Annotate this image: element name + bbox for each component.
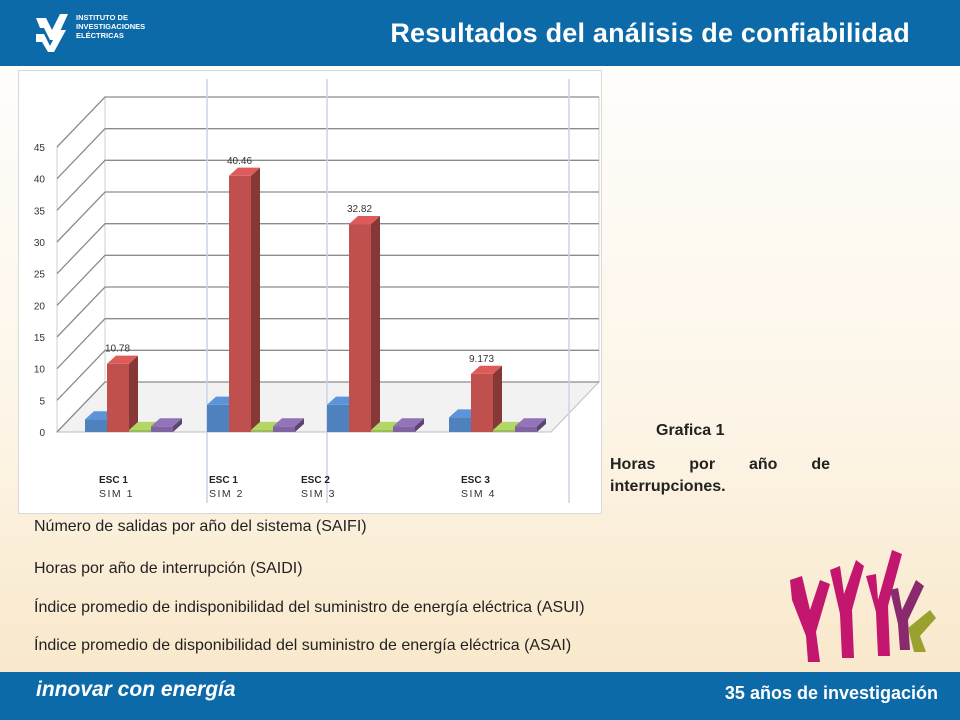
bar-side-saidi-3 bbox=[371, 216, 380, 432]
people-logo-icon bbox=[790, 550, 936, 662]
bar-top-saidi-3 bbox=[349, 216, 380, 225]
data-label-1: 10.78 bbox=[105, 344, 130, 355]
data-label-2: 40.46 bbox=[227, 156, 252, 167]
chart-side-wall bbox=[56, 95, 106, 434]
bar-saifi-3 bbox=[327, 404, 349, 432]
bar-saidi-2 bbox=[229, 175, 251, 432]
bar-asui-4 bbox=[493, 430, 515, 432]
category-esc-label-1: ESC 1 bbox=[99, 475, 128, 486]
gridline-8 bbox=[56, 128, 599, 180]
description-saifi: Número de salidas por año del sistema (S… bbox=[34, 518, 367, 535]
bar-asui-3 bbox=[371, 430, 393, 432]
bar-saidi-3 bbox=[349, 224, 371, 432]
bar-side-saidi-1 bbox=[129, 355, 138, 432]
gridline-0 bbox=[56, 381, 599, 433]
bar-saifi-1 bbox=[85, 419, 107, 432]
category-sim-label-4: SIM 4 bbox=[461, 488, 496, 500]
description-asai: Índice promedio de disponibilidad del su… bbox=[34, 637, 572, 654]
bar-top-saidi-4 bbox=[471, 365, 502, 374]
y-tick-label-8: 40 bbox=[34, 175, 46, 186]
gridline-7 bbox=[56, 159, 599, 211]
bar-side-saidi-2 bbox=[251, 167, 260, 433]
bar-saifi-2 bbox=[207, 404, 229, 432]
category-esc-label-4: ESC 3 bbox=[461, 475, 490, 486]
bar-top-asai-2 bbox=[273, 418, 304, 427]
gridline-1 bbox=[56, 349, 599, 401]
bar-side-asai-4 bbox=[537, 418, 546, 432]
y-tick-label-5: 25 bbox=[34, 270, 46, 281]
gridline-6 bbox=[56, 191, 599, 243]
y-tick-label-7: 35 bbox=[34, 206, 46, 217]
footer-bar: innovar con energía 35 años de investiga… bbox=[0, 672, 960, 720]
bar-asai-1 bbox=[151, 426, 173, 432]
bar-side-saidi-4 bbox=[493, 365, 502, 432]
bar-top-asai-3 bbox=[393, 418, 424, 427]
bar-asui-2 bbox=[251, 430, 273, 432]
y-tick-label-1: 5 bbox=[39, 396, 45, 407]
data-label-4: 9.173 bbox=[469, 354, 494, 365]
logo-text: INSTITUTO DE INVESTIGACIONES ELÉCTRICAS bbox=[76, 13, 146, 40]
bar-saifi-4 bbox=[449, 417, 471, 432]
gridline-2 bbox=[56, 318, 599, 370]
gridline-3 bbox=[56, 286, 599, 338]
bar-top-asai-4 bbox=[515, 418, 546, 427]
bar-asui-1 bbox=[129, 430, 151, 432]
bar-top-saidi-2 bbox=[229, 167, 260, 176]
iie-logo-icon bbox=[36, 14, 68, 52]
y-tick-label-4: 20 bbox=[34, 301, 46, 312]
footer-anniversary: 35 años de investigación bbox=[724, 683, 938, 703]
y-tick-label-3: 15 bbox=[34, 333, 46, 344]
bar-top-asai-1 bbox=[151, 418, 182, 427]
category-esc-label-3: ESC 2 bbox=[301, 475, 330, 486]
bar-chart: 0 5 10 15 20 25 30 35 40 45 10.78 40.46 32.82 9.173 ES… bbox=[34, 79, 675, 503]
category-esc-label-2: ESC 1 bbox=[209, 475, 238, 486]
gridline-4 bbox=[56, 254, 599, 306]
y-tick-label-9: 45 bbox=[34, 143, 46, 154]
bar-side-asai-3 bbox=[415, 418, 424, 432]
bar-asai-3 bbox=[393, 426, 415, 432]
page-title: Resultados del análisis de confiabilidad bbox=[390, 18, 910, 48]
data-label-3: 32.82 bbox=[347, 204, 372, 215]
category-sim-label-1: SIM 1 bbox=[99, 488, 134, 500]
y-tick-label-0: 0 bbox=[39, 428, 45, 439]
footer-slogan: innovar con energía bbox=[36, 678, 236, 701]
bar-top-saidi-1 bbox=[107, 355, 138, 364]
bar-side-asai-2 bbox=[295, 418, 304, 432]
bar-side-asai-1 bbox=[173, 418, 182, 432]
gridline-5 bbox=[56, 223, 599, 275]
bar-asai-4 bbox=[515, 426, 537, 432]
caption-title: Grafica 1 bbox=[656, 422, 725, 439]
gridline-9 bbox=[56, 96, 599, 148]
category-sim-label-2: SIM 2 bbox=[209, 488, 244, 500]
header-bar: INSTITUTO DE INVESTIGACIONES ELÉCTRICAS … bbox=[0, 0, 960, 66]
chart-panel: 0 5 10 15 20 25 30 35 40 45 10.78 40.46 32.82 9.173 ES… bbox=[18, 70, 675, 514]
caption-body: Horas por año de interrupciones. bbox=[610, 456, 830, 495]
bar-saidi-1 bbox=[107, 363, 129, 432]
bar-asai-2 bbox=[273, 426, 295, 432]
description-saidi: Horas por año de interrupción (SAIDI) bbox=[34, 560, 303, 577]
category-sim-label-3: SIM 3 bbox=[301, 488, 336, 500]
bar-saidi-4 bbox=[471, 373, 493, 432]
description-asui: Índice promedio de indisponibilidad del … bbox=[34, 599, 585, 616]
y-tick-label-2: 10 bbox=[34, 365, 46, 376]
y-tick-label-6: 30 bbox=[34, 238, 46, 249]
